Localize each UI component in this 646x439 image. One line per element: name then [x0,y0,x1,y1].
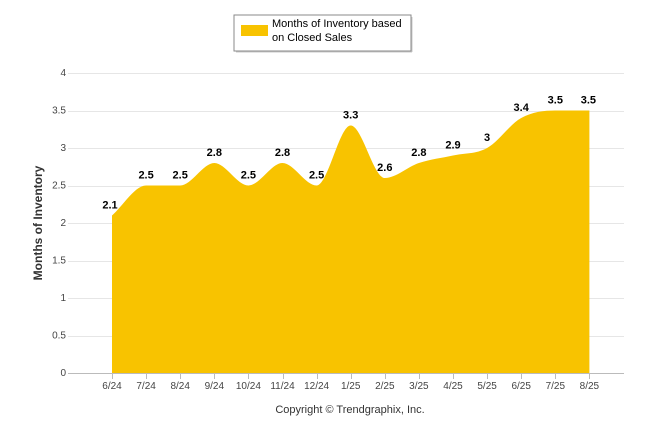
y-tick-label: 2 [60,218,66,229]
y-tick-label: 2.5 [52,181,66,192]
y-tick-label: 4 [60,68,66,79]
x-tick-label: 8/24 [170,381,190,392]
x-tick-label: 1/25 [341,381,361,392]
data-label-layer: 2.1 2.5 2.5 2.8 2.5 2.8 2.5 3.3 2.6 2.8 2.9 3 3.4 3.5… [102,95,596,212]
data-label: 3.5 [581,95,596,107]
data-label: 3.3 [343,110,358,122]
data-label: 2.5 [173,170,188,182]
x-tick-label: 10/24 [236,381,261,392]
data-label: 3 [484,132,490,144]
legend-label-line-1: Months of Inventory based [272,18,402,30]
x-tick-label: 8/25 [580,381,600,392]
y-tick-label: 0.5 [52,331,66,342]
x-tick-label: 7/24 [136,381,156,392]
legend-label-line-2: on Closed Sales [272,32,353,44]
legend: Months of Inventory based on Closed Sale… [233,14,413,53]
y-axis-title: Months of Inventory [31,165,45,280]
data-label: 3.4 [514,102,530,114]
y-tick-label: 3.5 [52,106,66,117]
data-label: 2.1 [102,200,117,212]
legend-swatch [241,25,268,36]
copyright-text: Copyright © Trendgraphix, Inc. [275,404,424,416]
x-tick-label: 6/25 [511,381,531,392]
data-label: 2.8 [207,147,222,159]
data-label: 2.6 [377,162,392,174]
data-label: 3.5 [548,95,563,107]
y-tick-label: 1 [60,293,66,304]
x-tick-label: 4/25 [443,381,463,392]
y-tick-label: 1.5 [52,256,66,267]
axis-layer: 0 0.5 1 1.5 2 2.5 3 3.5 4 6/24 7/24 8/24 9/24 10/24 11… [52,68,624,392]
y-tick-label: 0 [60,368,66,379]
x-tick-label: 7/25 [546,381,566,392]
x-tick-label: 11/24 [270,381,295,392]
x-tick-label: 12/24 [304,381,329,392]
data-label: 2.5 [309,170,324,182]
data-label: 2.8 [411,147,426,159]
x-tick-label: 5/25 [477,381,497,392]
area-layer [112,110,590,373]
x-tick-label: 2/25 [375,381,395,392]
data-label: 2.5 [241,170,256,182]
x-tick-label: 3/25 [409,381,429,392]
data-label: 2.5 [138,170,153,182]
x-tick-label: 6/24 [102,381,122,392]
x-tick-label: 9/24 [205,381,225,392]
data-label: 2.8 [275,147,290,159]
series-area [112,110,590,373]
data-label: 2.9 [445,140,460,152]
y-tick-label: 3 [60,143,66,154]
